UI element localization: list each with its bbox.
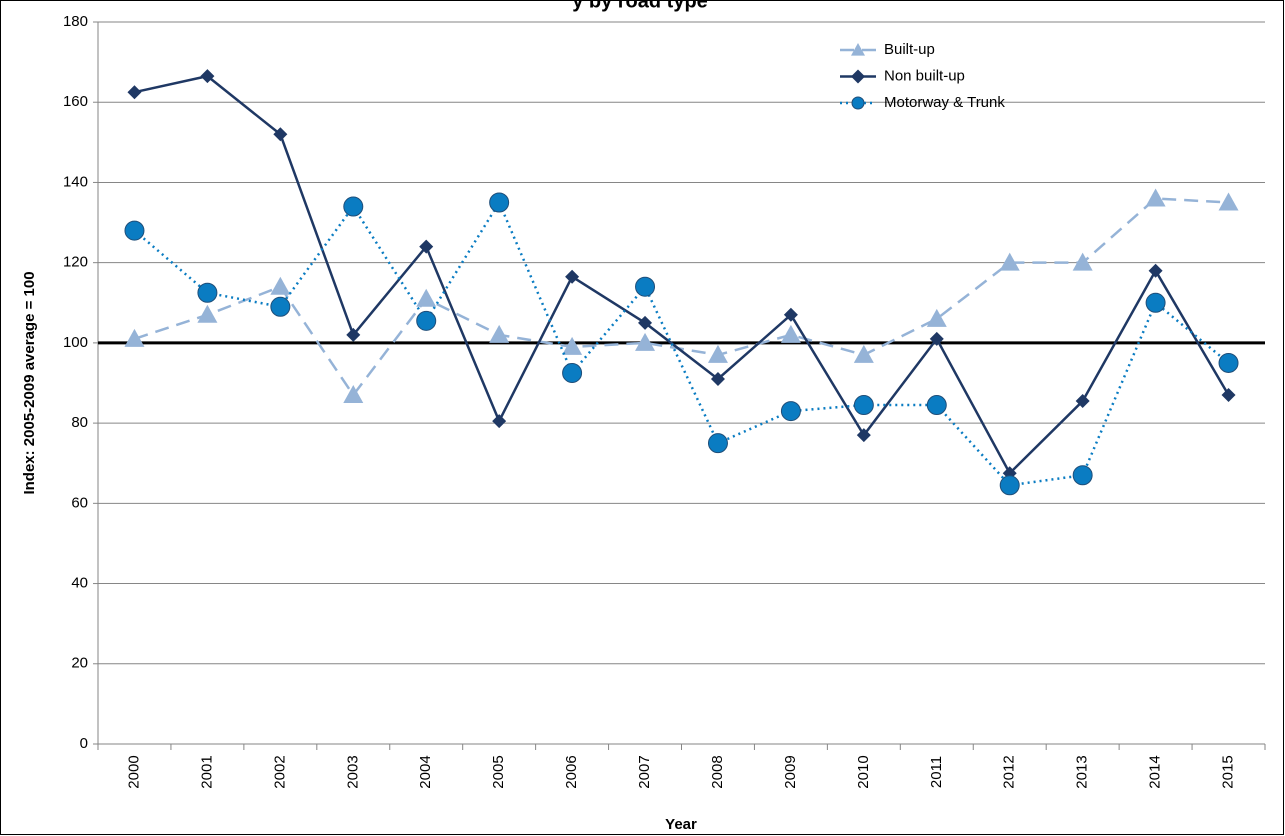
marker xyxy=(1221,388,1236,403)
marker xyxy=(1075,394,1090,409)
marker xyxy=(635,276,656,297)
x-tick-label: 2009 xyxy=(782,755,799,788)
marker xyxy=(124,220,145,241)
x-tick-label: 2005 xyxy=(490,755,507,788)
marker xyxy=(419,239,434,254)
marker xyxy=(270,276,291,295)
legend-label: Non built-up xyxy=(884,67,965,84)
marker xyxy=(197,282,218,303)
marker xyxy=(707,433,728,454)
y-tick-label: 80 xyxy=(71,414,88,431)
x-tick-label: 2012 xyxy=(1001,755,1018,788)
x-tick-label: 2008 xyxy=(709,755,726,788)
y-tick-label: 60 xyxy=(71,494,88,511)
marker xyxy=(635,332,656,351)
marker xyxy=(1218,192,1239,211)
marker xyxy=(1145,292,1166,313)
x-tick-label: 2000 xyxy=(125,755,142,788)
marker xyxy=(999,475,1020,496)
x-tick-label: 2010 xyxy=(855,755,872,788)
marker xyxy=(1072,252,1093,271)
x-tick-label: 2003 xyxy=(344,755,361,788)
marker xyxy=(783,307,798,322)
legend-marker xyxy=(851,43,865,56)
marker xyxy=(197,304,218,323)
marker xyxy=(1218,352,1239,373)
marker xyxy=(416,310,437,331)
marker xyxy=(853,344,874,363)
series-line xyxy=(134,197,1229,398)
marker xyxy=(127,85,142,100)
marker xyxy=(926,395,947,416)
marker xyxy=(270,296,291,317)
x-tick-label: 2007 xyxy=(636,755,653,788)
x-tick-label: 2011 xyxy=(928,756,945,788)
marker xyxy=(200,69,215,84)
marker xyxy=(346,327,361,342)
x-tick-label: 2004 xyxy=(417,755,434,788)
chart-title: y by road type xyxy=(572,0,708,12)
marker xyxy=(562,336,583,355)
y-tick-label: 0 xyxy=(80,735,88,752)
x-axis-label: Year xyxy=(665,816,697,833)
marker xyxy=(124,328,145,347)
y-tick-label: 20 xyxy=(71,655,88,672)
y-tick-label: 40 xyxy=(71,575,88,592)
y-tick-label: 120 xyxy=(63,254,88,271)
marker xyxy=(489,324,510,343)
legend-label: Built-up xyxy=(884,41,935,58)
marker xyxy=(707,344,728,363)
marker xyxy=(710,371,725,386)
x-tick-label: 2014 xyxy=(1147,755,1164,788)
marker xyxy=(638,315,653,330)
marker xyxy=(929,331,944,346)
marker xyxy=(780,324,801,343)
series-line xyxy=(134,74,1230,476)
marker xyxy=(780,401,801,422)
marker xyxy=(1072,465,1093,486)
x-tick-label: 2015 xyxy=(1220,755,1237,788)
y-axis-label: Index: 2005-2009 average = 100 xyxy=(21,271,38,494)
y-tick-label: 140 xyxy=(63,173,88,190)
marker xyxy=(856,428,871,443)
series-line xyxy=(133,199,1230,487)
marker xyxy=(416,288,437,307)
x-tick-label: 2002 xyxy=(271,755,288,788)
legend-marker xyxy=(851,96,865,110)
x-tick-label: 2006 xyxy=(563,755,580,788)
marker xyxy=(273,127,288,142)
marker xyxy=(489,192,510,213)
marker xyxy=(565,269,580,284)
y-tick-label: 100 xyxy=(63,334,88,351)
marker xyxy=(1145,188,1166,207)
x-tick-label: 2001 xyxy=(198,755,215,788)
marker xyxy=(562,362,583,383)
marker xyxy=(492,414,507,429)
marker xyxy=(343,385,364,404)
marker xyxy=(926,308,947,327)
x-tick-label: 2013 xyxy=(1074,755,1091,788)
marker xyxy=(999,252,1020,271)
y-tick-label: 180 xyxy=(63,13,88,30)
marker xyxy=(853,395,874,416)
marker xyxy=(343,196,364,217)
legend-label: Motorway & Trunk xyxy=(884,94,1005,111)
y-tick-label: 160 xyxy=(63,93,88,110)
marker xyxy=(1148,263,1163,278)
legend-marker xyxy=(851,69,865,84)
